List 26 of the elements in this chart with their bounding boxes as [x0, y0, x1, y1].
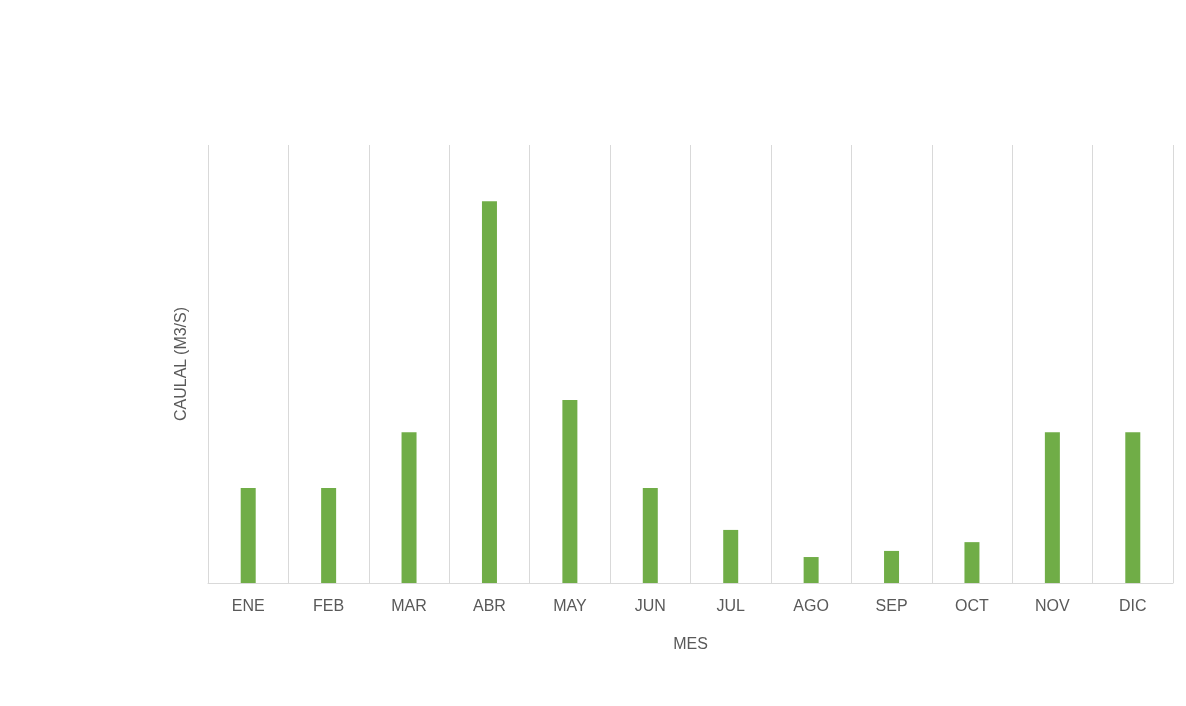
bar — [481, 201, 497, 583]
bar — [562, 400, 578, 583]
bar — [642, 487, 658, 583]
bar — [803, 557, 819, 583]
x-tick-label: FEB — [313, 596, 345, 614]
bar — [240, 487, 256, 583]
bar — [884, 550, 900, 583]
x-axis-title: MES — [673, 634, 708, 652]
x-tick-label: OCT — [955, 596, 990, 614]
bar — [401, 432, 417, 583]
x-tick-label: JUN — [634, 596, 666, 614]
x-tick-label: ABR — [473, 596, 506, 614]
x-tick-label: DIC — [1119, 596, 1147, 614]
bar — [723, 529, 739, 583]
bar — [1125, 432, 1141, 583]
bar — [1044, 432, 1060, 583]
y-axis-title: CAULAL (M3/S) — [171, 306, 189, 422]
x-tick-label: MAY — [553, 596, 587, 614]
bar — [964, 542, 980, 583]
x-tick-label: AGO — [793, 596, 829, 614]
x-tick-label: MAR — [391, 596, 427, 614]
x-tick-label: NOV — [1035, 596, 1071, 614]
x-tick-label: ENE — [231, 596, 265, 614]
bar — [321, 487, 337, 583]
x-tick-label: SEP — [875, 596, 908, 614]
x-tick-label: JUL — [716, 596, 746, 614]
